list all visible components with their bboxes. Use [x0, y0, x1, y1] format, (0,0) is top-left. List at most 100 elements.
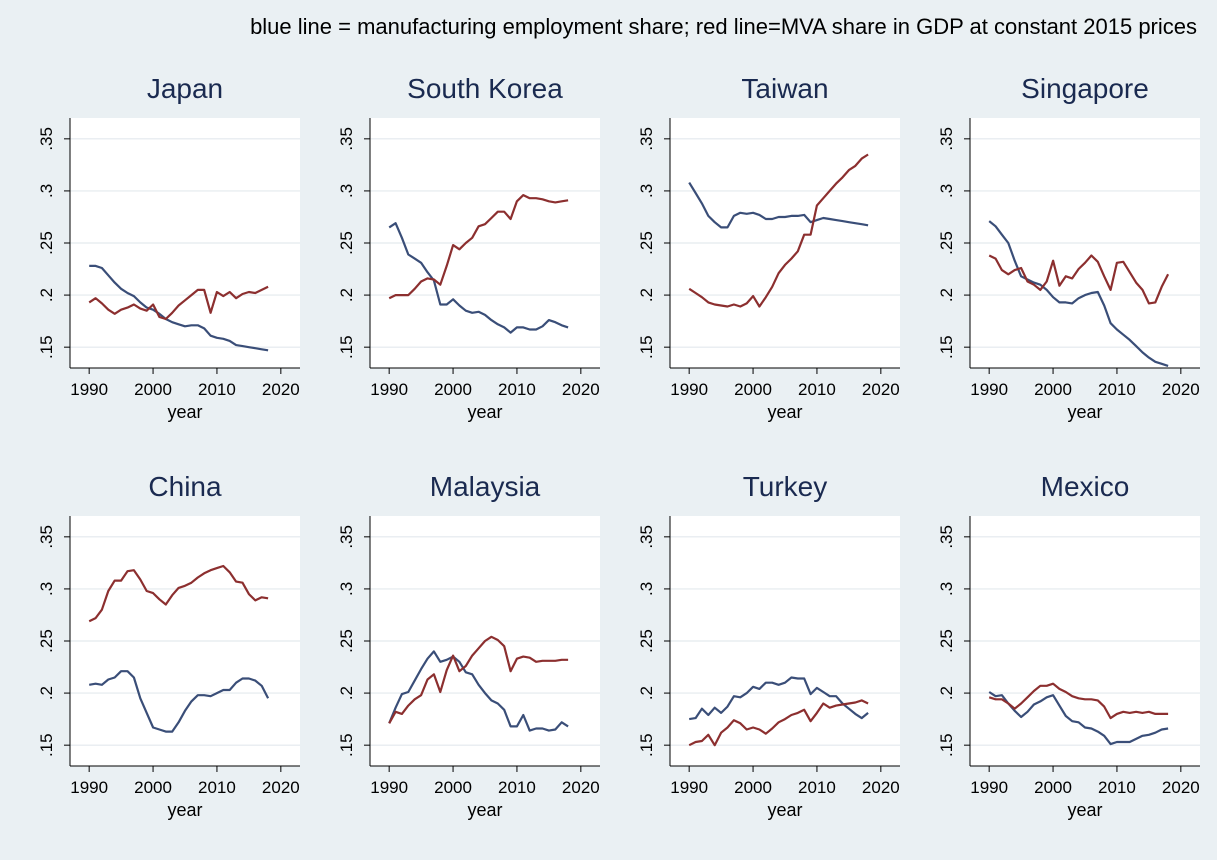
- chart-svg: Turkey .15 .2 .25 .3 .35 1990 2000 2010 2020 year: [637, 471, 900, 820]
- y-tick-label: .15: [37, 335, 56, 359]
- series-line-blue: [988, 220, 1169, 367]
- series-line-blue: [89, 264, 269, 352]
- chart-title: Taiwan: [741, 73, 828, 104]
- chart-title: Malaysia: [430, 471, 541, 502]
- x-tick-label: 2020: [1162, 380, 1200, 399]
- x-tick-label: 2010: [1098, 778, 1136, 797]
- x-tick-label: 2020: [562, 380, 600, 399]
- y-tick-label: .3: [637, 184, 656, 198]
- x-axis-label: year: [767, 402, 802, 422]
- y-tick-label: .35: [37, 127, 56, 151]
- x-tick-label: 1990: [370, 380, 408, 399]
- y-tick-label: .3: [37, 184, 56, 198]
- x-axis-label: year: [467, 402, 502, 422]
- y-tick-label: .35: [337, 525, 356, 549]
- y-tick-label: .25: [637, 231, 656, 255]
- x-tick-label: 2020: [562, 778, 600, 797]
- y-tick-label: .25: [337, 629, 356, 653]
- x-tick-label: 1990: [70, 778, 108, 797]
- x-tick-label: 2000: [134, 380, 172, 399]
- y-tick-label: .15: [637, 335, 656, 359]
- chart-title: Singapore: [1021, 73, 1149, 104]
- chart-svg: Malaysia .15 .2 .25 .3 .35 1990 2000 2010 2020 yea…: [337, 471, 600, 820]
- series-line-red: [388, 194, 569, 300]
- chart-svg: Mexico .15 .2 .25 .3 .35 1990 2000 2010 2020 year: [937, 471, 1200, 820]
- x-tick-label: 2010: [798, 380, 836, 399]
- x-axis-label: year: [1067, 402, 1102, 422]
- chart-panel: Singapore .15 .2 .25 .3 .35 1990 2000 2010 2020 ye…: [918, 62, 1217, 462]
- x-axis-label: year: [467, 800, 502, 820]
- x-tick-label: 2020: [862, 380, 900, 399]
- x-tick-label: 2000: [434, 380, 472, 399]
- series-line-red: [388, 635, 569, 724]
- y-tick-label: .3: [37, 582, 56, 596]
- y-tick-label: .3: [337, 184, 356, 198]
- series-line-red: [688, 153, 869, 308]
- chart-svg: Singapore .15 .2 .25 .3 .35 1990 2000 2010 2020 ye…: [937, 73, 1200, 422]
- chart-title: Japan: [147, 73, 223, 104]
- chart-panel: Mexico .15 .2 .25 .3 .35 1990 2000 2010 2020 year: [918, 460, 1217, 860]
- y-tick-label: .2: [637, 288, 656, 302]
- chart-svg: South Korea .15 .2 .25 .3 .35 1990 2000 2010 2020…: [337, 73, 600, 422]
- x-tick-label: 2020: [262, 778, 300, 797]
- x-tick-label: 2000: [434, 778, 472, 797]
- y-tick-label: .2: [937, 686, 956, 700]
- x-tick-label: 2010: [198, 778, 236, 797]
- x-tick-label: 1990: [970, 380, 1008, 399]
- series-line-blue: [388, 222, 569, 334]
- x-tick-label: 2010: [498, 778, 536, 797]
- x-tick-label: 2000: [734, 380, 772, 399]
- y-tick-label: .2: [337, 288, 356, 302]
- y-tick-label: .25: [637, 629, 656, 653]
- y-tick-label: .15: [37, 733, 56, 757]
- y-tick-label: .35: [637, 127, 656, 151]
- x-tick-label: 1990: [670, 778, 708, 797]
- y-tick-label: .3: [937, 582, 956, 596]
- y-tick-label: .2: [637, 686, 656, 700]
- y-tick-label: .25: [37, 231, 56, 255]
- series-line-red: [988, 254, 1170, 305]
- y-tick-label: .35: [937, 127, 956, 151]
- series-line-red: [88, 285, 269, 321]
- y-tick-label: .35: [637, 525, 656, 549]
- y-tick-label: .15: [337, 335, 356, 359]
- y-tick-label: .2: [37, 686, 56, 700]
- chart-panel: South Korea .15 .2 .25 .3 .35 1990 2000 2010 2020…: [318, 62, 618, 462]
- y-tick-label: .2: [37, 288, 56, 302]
- x-tick-label: 1990: [70, 380, 108, 399]
- chart-title: Mexico: [1041, 471, 1130, 502]
- y-tick-label: .25: [937, 231, 956, 255]
- chart-title: Turkey: [743, 471, 828, 502]
- y-tick-label: .2: [937, 288, 956, 302]
- chart-grid: Japan .15.2.25.3.35 1990 2000 2010 2020 year So…: [18, 62, 1217, 820]
- y-tick-label: .25: [937, 629, 956, 653]
- x-axis-label: year: [167, 800, 202, 820]
- series-line-red: [88, 564, 269, 623]
- series-line-red: [688, 699, 869, 747]
- y-tick-label: .15: [937, 335, 956, 359]
- x-tick-label: 1990: [670, 380, 708, 399]
- series-line-blue: [388, 650, 569, 732]
- chart-svg: Japan .15 .2 .25 .3 .35 1990 2000 2010 2020 year: [37, 73, 300, 422]
- series-line-blue: [689, 676, 869, 721]
- x-tick-label: 1990: [370, 778, 408, 797]
- x-tick-label: 2000: [1034, 380, 1072, 399]
- chart-svg: China .15 .2 .25 .3 .35 1990 2000 2010 2020 year: [37, 471, 300, 820]
- y-tick-label: .3: [937, 184, 956, 198]
- x-axis-label: year: [167, 402, 202, 422]
- x-tick-label: 2020: [262, 380, 300, 399]
- y-tick-label: .3: [337, 582, 356, 596]
- x-tick-label: 2010: [798, 778, 836, 797]
- x-tick-label: 2000: [734, 778, 772, 797]
- chart-panel: Malaysia .15 .2 .25 .3 .35 1990 2000 2010 2020 yea…: [318, 460, 618, 860]
- series-line-blue: [988, 691, 1169, 746]
- x-tick-label: 2010: [1098, 380, 1136, 399]
- series-line-red: [988, 682, 1169, 720]
- series-line-blue: [688, 182, 869, 229]
- x-tick-label: 2010: [198, 380, 236, 399]
- chart-panel: Turkey .15 .2 .25 .3 .35 1990 2000 2010 2020 year: [618, 460, 918, 860]
- chart-panel: China .15 .2 .25 .3 .35 1990 2000 2010 2020 year: [18, 460, 318, 860]
- chart-panel: Japan .15 .2 .25 .3 .35 1990 2000 2010 2020 year: [18, 62, 318, 462]
- y-tick-label: .35: [337, 127, 356, 151]
- x-tick-label: 2020: [862, 778, 900, 797]
